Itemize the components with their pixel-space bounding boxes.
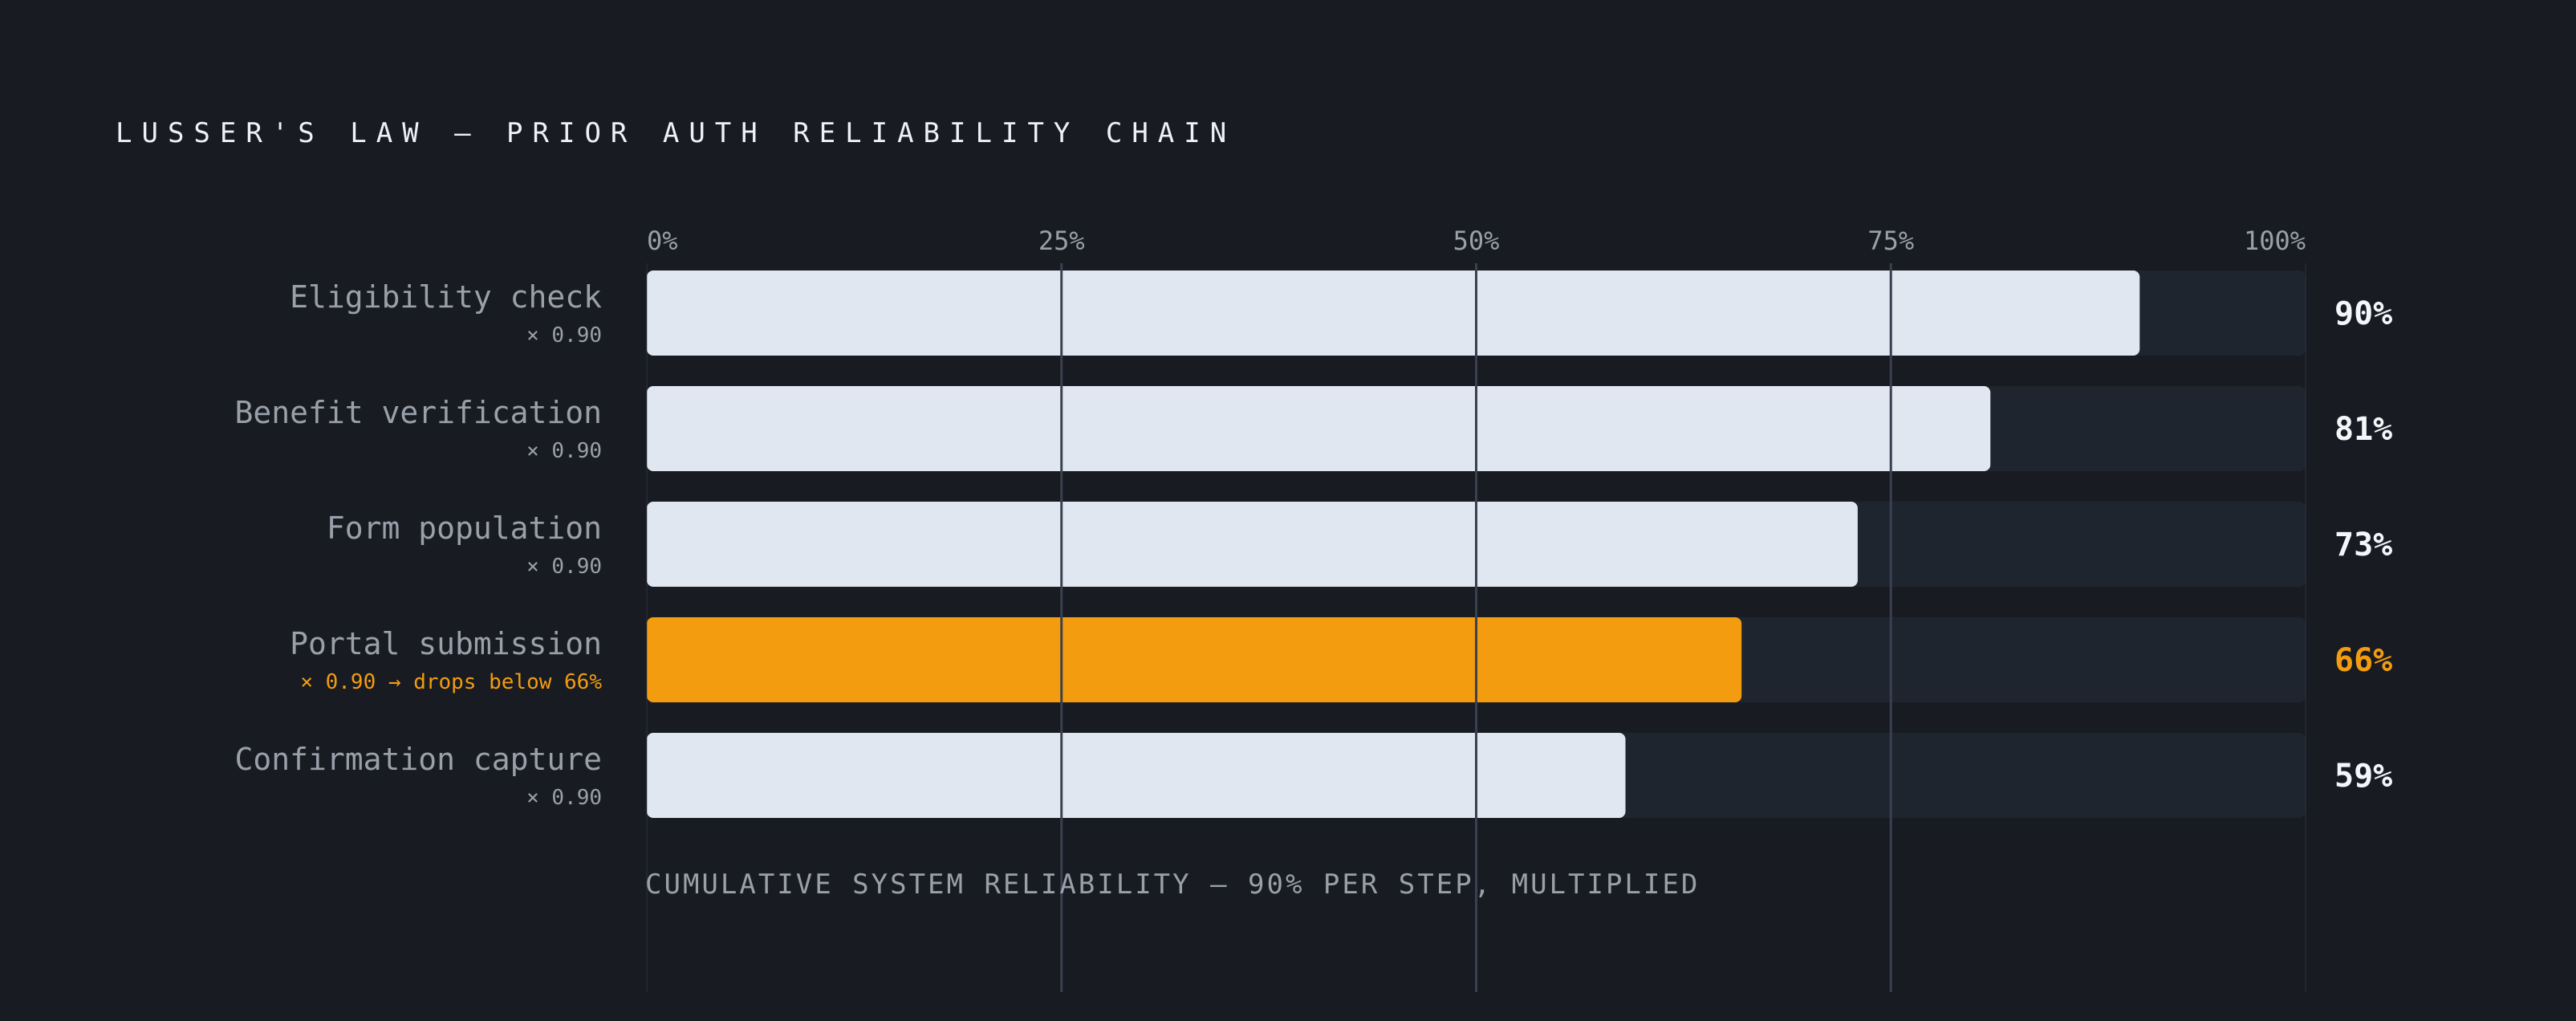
value-label: 73% <box>2334 527 2392 563</box>
value-label: 81% <box>2334 411 2392 448</box>
category-label: Form population <box>327 510 602 546</box>
category-label: Benefit verification <box>234 395 602 430</box>
chart-footnote: CUMULATIVE SYSTEM RELIABILITY — 90% PER … <box>645 868 1700 901</box>
x-tick-label: 50% <box>1453 226 1500 256</box>
category-label: Portal submission <box>290 626 602 661</box>
bar <box>647 733 1626 818</box>
value-labels: 90% 81% 73% 66% 59% <box>2334 295 2392 795</box>
gridlines <box>646 263 2306 992</box>
value-label: 66% <box>2334 642 2392 679</box>
category-sublabel: × 0.90 <box>526 323 602 348</box>
bars <box>647 271 2140 818</box>
category-sublabel: × 0.90 → drops below 66% <box>300 670 602 694</box>
value-label: 90% <box>2334 295 2392 332</box>
x-tick-label: 100% <box>2244 226 2306 256</box>
x-tick-label: 25% <box>1038 226 1085 256</box>
category-labels: Eligibility check × 0.90 Benefit verificat… <box>234 279 602 810</box>
x-tick-label: 75% <box>1867 226 1914 256</box>
bar <box>647 271 2140 356</box>
bar-highlighted <box>647 617 1742 702</box>
x-tick-label: 0% <box>647 226 678 256</box>
chart-title: LUSSER'S LAW — PRIOR AUTH RELIABILITY CH… <box>116 117 1237 149</box>
category-label: Confirmation capture <box>234 742 602 777</box>
value-label: 59% <box>2334 758 2392 795</box>
category-sublabel: × 0.90 <box>526 555 602 579</box>
category-sublabel: × 0.90 <box>526 786 602 810</box>
bar <box>647 386 1991 471</box>
category-label: Eligibility check <box>290 279 602 315</box>
category-sublabel: × 0.90 <box>526 439 602 463</box>
bar <box>647 502 1858 587</box>
x-axis-ticks: 0% 25% 50% 75% 100% <box>647 226 2306 256</box>
